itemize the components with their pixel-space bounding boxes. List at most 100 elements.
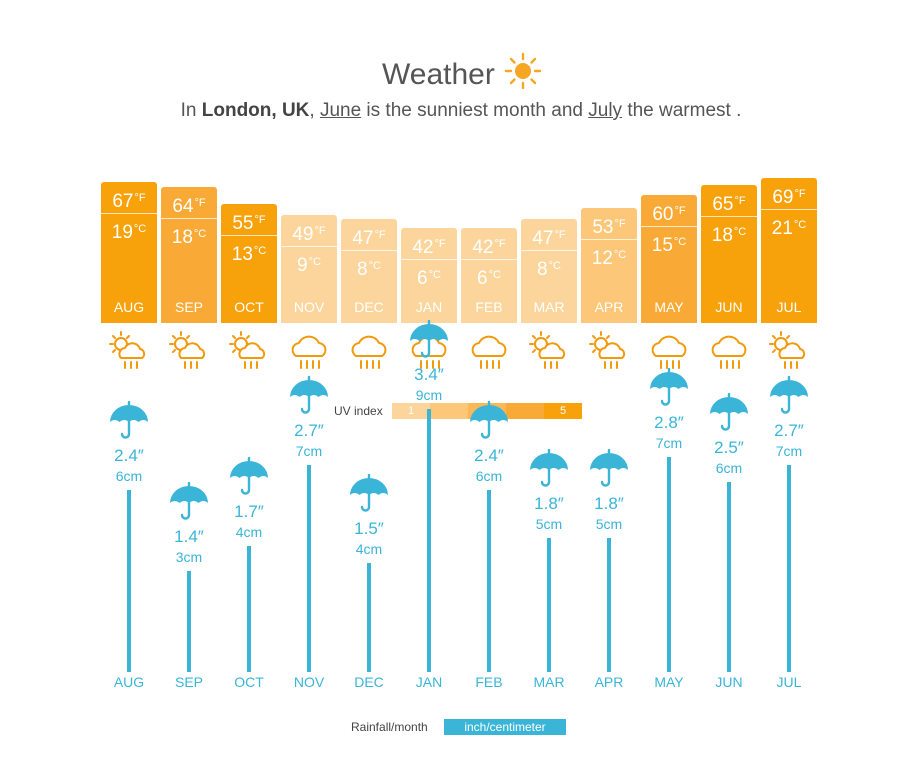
temp-f-unit: °F [554,229,566,241]
subtitle: In London, UK, June is the sunniest mont… [0,100,922,122]
rainfall-bar [547,538,551,672]
temp-month-label: DEC [354,299,384,315]
temp-f-value: 64 [172,196,194,217]
temp-divider [341,250,397,251]
temperature-bar: 42°F 6°C FEB [461,228,517,323]
temp-f-unit: °F [614,218,626,230]
temp-c-value: 6 [417,268,428,289]
temp-celsius: 19°C [101,222,157,244]
temp-c-unit: °C [673,236,687,248]
location: London, UK [201,100,310,121]
temp-c-unit: °C [193,228,207,240]
rainfall-inch-label: 3.4″ [414,365,444,384]
uv-level-box: 5 [544,403,582,419]
page-title: Weather [382,58,495,91]
temp-celsius: 18°C [701,225,757,247]
temp-celsius: 13°C [221,244,277,266]
rainfall-month-label: NOV [293,674,325,690]
temp-fahrenheit: 64°F [161,196,217,218]
temp-c-unit: °C [488,269,501,281]
rainfall-inch-label: 1.8″ [594,494,624,513]
temp-month-label: FEB [475,299,503,315]
rainfall-month-label: JUL [776,674,802,690]
rainfall-cm-label: 7cm [655,435,683,451]
temperature-bar: 69°F 21°C JUL [761,178,817,323]
temp-c-value: 18 [711,225,733,246]
rainfall-bar [607,538,611,672]
rainfall-cm-label: 3cm [175,549,203,565]
rainfall-inch-label: 2.4″ [474,446,504,465]
rainfall-bar [187,571,191,672]
temp-fahrenheit: 60°F [641,204,697,226]
temp-c-unit: °C [793,219,807,231]
temperature-bar: 65°F 18°C JUN [701,185,757,323]
uv-index-label: UV index [334,404,383,418]
temp-f-unit: °F [794,188,806,200]
umbrella-icon [470,401,508,439]
temp-f-unit: °F [134,192,146,204]
temperature-bar: 55°F 13°C OCT [221,204,277,323]
temperature-bar: 67°F 19°C AUG [101,182,157,323]
subtitle-suffix: the warmest . [622,100,742,121]
temp-fahrenheit: 47°F [521,228,577,250]
temp-celsius: 12°C [581,248,637,270]
rainfall-inch-label: 1.5″ [354,519,384,538]
title-row: Weather [0,52,922,96]
subtitle-middle: is the sunniest month and [361,100,589,121]
temp-c-unit: °C [133,223,147,235]
temp-f-unit: °F [434,238,446,250]
temp-month-label: NOV [293,299,325,315]
rainfall-cm-label: 6cm [715,460,743,476]
temp-c-value: 13 [231,244,253,265]
rainfall-cm-label: 7cm [775,443,803,459]
temp-month-label: AUG [113,299,145,315]
temp-divider [581,239,637,240]
temp-c-value: 19 [111,222,133,243]
umbrella-icon [770,376,808,414]
sun-cloud-rain-icon [769,331,806,369]
rainfall-month-label: APR [594,674,624,690]
rainfall-inch-label: 2.8″ [654,413,684,432]
temperature-bar: 53°F 12°C APR [581,208,637,323]
temp-c-value: 12 [591,248,613,269]
rainfall-inch-label: 2.5″ [714,438,744,457]
temp-divider [461,259,517,260]
rainfall-cm-label: 9cm [415,387,443,403]
uv-level-box [506,403,544,419]
temp-fahrenheit: 42°F [401,237,457,259]
rainfall-bar [427,409,431,672]
umbrella-icon [290,376,328,414]
rainfall-bar [247,546,251,672]
rainfall-bar [487,490,491,672]
cloud-rain-icon [651,335,687,369]
temp-c-unit: °C [308,256,321,268]
umbrella-icon [230,457,268,495]
rainfall-bar [727,482,731,672]
rainfall-cm-label: 6cm [115,468,143,484]
temp-f-value: 69 [772,187,794,208]
rainfall-month-label: FEB [475,674,503,690]
temp-celsius: 18°C [161,227,217,249]
temp-f-value: 42 [472,237,494,258]
rainfall-month-label: OCT [234,674,264,690]
temp-celsius: 15°C [641,235,697,257]
umbrella-icon [110,401,148,439]
rainfall-month-label: DEC [354,674,384,690]
temp-month-label: MAY [654,299,684,315]
temp-c-value: 21 [771,218,793,239]
temp-f-value: 42 [412,237,434,258]
temp-f-unit: °F [674,205,686,217]
temp-celsius: 8°C [341,259,397,281]
temperature-bar: 64°F 18°C SEP [161,187,217,323]
temp-month-label: JUL [776,299,802,315]
temp-month-label: APR [594,299,624,315]
rainfall-month-label: MAY [654,674,684,690]
sun-cloud-rain-icon [589,331,626,369]
rainfall-bar [667,457,671,672]
rainfall-month-label: JAN [415,674,443,690]
temp-month-label: SEP [174,299,203,315]
temp-f-value: 55 [232,213,254,234]
rainfall-month-label: SEP [174,674,203,690]
rainfall-bar [127,490,131,672]
temp-c-unit: °C [613,249,627,261]
